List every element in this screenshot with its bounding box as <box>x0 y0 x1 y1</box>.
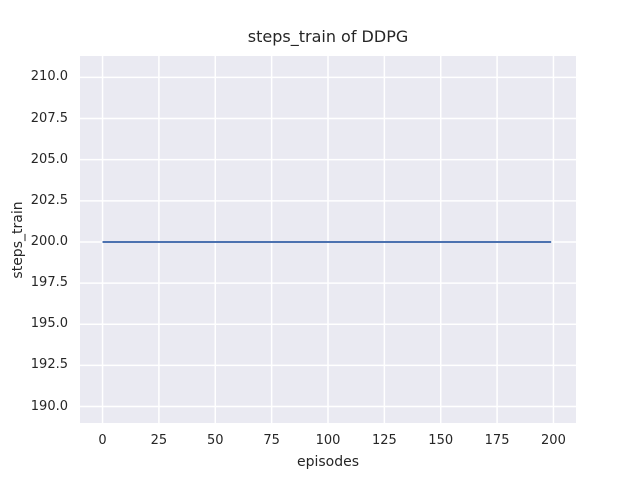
x-tick-label: 75 <box>263 433 280 448</box>
x-tick-label: 0 <box>98 433 107 448</box>
x-tick-label: 100 <box>315 433 341 448</box>
x-tick-label: 25 <box>150 433 168 448</box>
y-tick-label: 190.0 <box>30 398 68 414</box>
x-axis-label: episodes <box>296 454 360 470</box>
y-tick-label: 192.5 <box>30 357 68 373</box>
plot-area <box>80 56 576 423</box>
x-tick-label: 175 <box>484 433 510 448</box>
chart-title: steps_train of DDPG <box>247 27 409 46</box>
x-tick-label: 150 <box>428 433 454 448</box>
y-tick-label: 195.0 <box>30 316 68 332</box>
x-tick-label: 200 <box>541 433 566 448</box>
y-tick-label: 205.0 <box>30 151 68 167</box>
x-tick-label: 50 <box>206 433 224 448</box>
x-tick-label: 125 <box>371 433 397 448</box>
y-tick-label: 202.5 <box>30 192 68 208</box>
y-tick-label: 200.0 <box>30 233 68 249</box>
plot-canvas <box>80 56 576 423</box>
y-tick-label: 197.5 <box>30 275 68 291</box>
y-tick-label: 207.5 <box>30 110 68 126</box>
y-tick-label: 210.0 <box>30 69 68 85</box>
